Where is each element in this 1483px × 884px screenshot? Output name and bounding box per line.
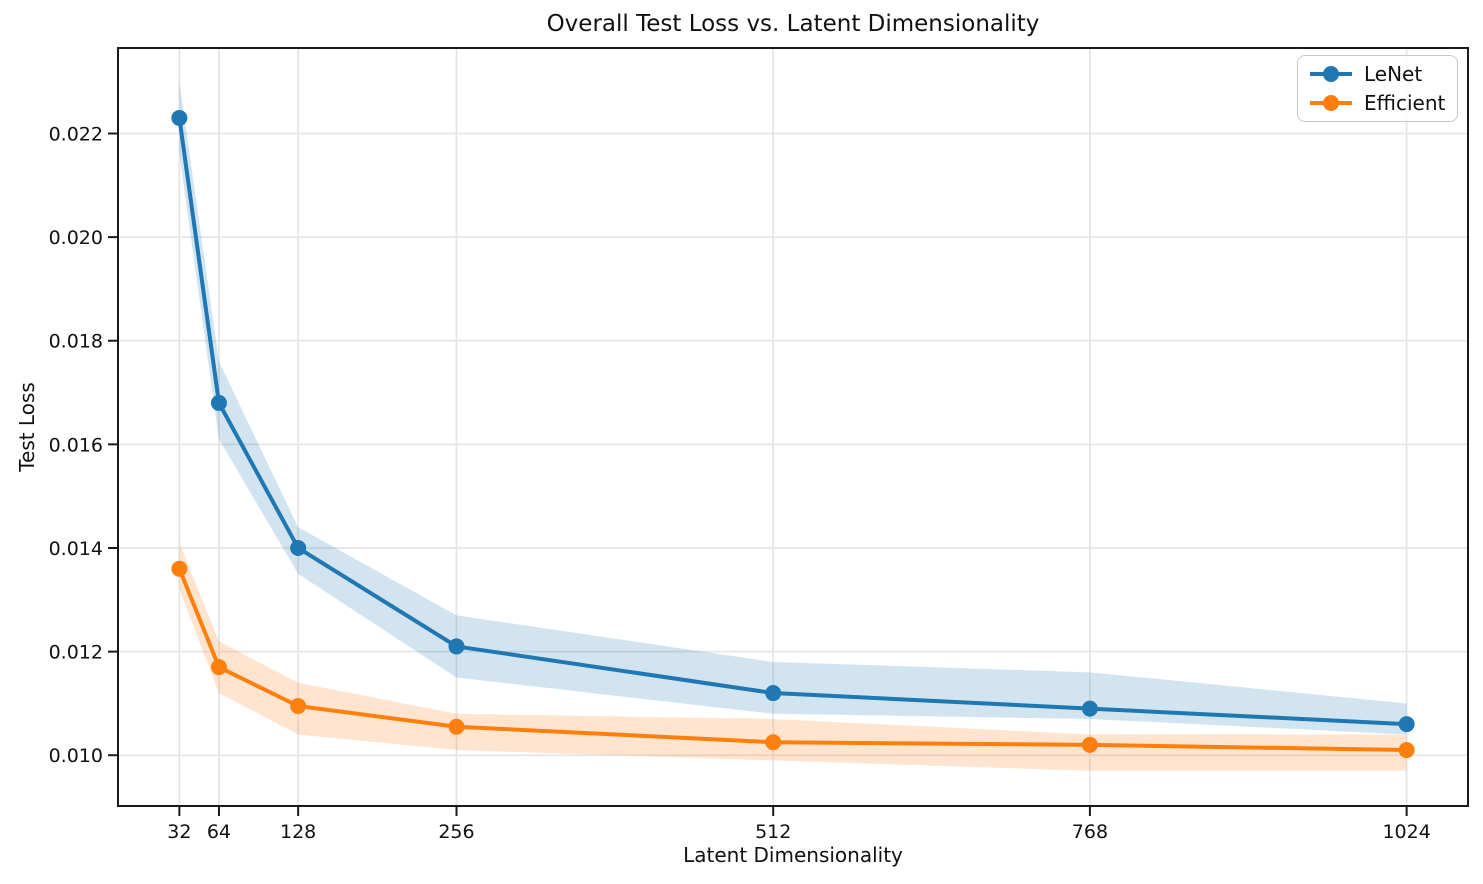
y-tick-label: 0.016	[49, 434, 103, 456]
data-point-efficient	[290, 698, 307, 715]
x-tick-label: 128	[280, 821, 316, 843]
data-point-efficient	[765, 734, 782, 751]
x-tick-label: 512	[755, 821, 791, 843]
data-point-lenet	[171, 109, 188, 126]
y-tick-label: 0.014	[49, 538, 103, 560]
x-tick-label: 32	[167, 821, 191, 843]
data-point-lenet	[290, 539, 307, 556]
data-point-efficient	[210, 659, 227, 676]
data-point-efficient	[1081, 736, 1098, 753]
data-point-efficient	[448, 718, 465, 735]
y-tick-label: 0.020	[49, 227, 103, 249]
x-tick-label: 768	[1072, 821, 1108, 843]
data-point-lenet	[1398, 716, 1415, 733]
legend-item-efficient: Efficient	[1308, 91, 1447, 115]
lenet-line-marker-icon	[1310, 66, 1352, 83]
x-tick-label: 64	[207, 821, 231, 843]
data-point-lenet	[765, 685, 782, 702]
series-line-lenet	[177, 115, 1409, 727]
data-point-lenet	[210, 394, 227, 411]
axes-border	[117, 47, 1469, 807]
legend-label-lenet: LeNet	[1364, 62, 1423, 87]
legend: LeNet Efficient	[1297, 55, 1458, 122]
x-axis-label: Latent Dimensionality	[683, 843, 903, 867]
y-tick-label: 0.012	[49, 642, 103, 664]
y-axis-label: Test Loss	[15, 382, 39, 472]
y-tick-label: 0.022	[49, 123, 103, 145]
legend-label-efficient: Efficient	[1364, 90, 1446, 115]
y-tick-label: 0.018	[49, 331, 103, 353]
data-point-lenet	[448, 638, 465, 655]
data-point-lenet	[1081, 700, 1098, 717]
data-point-efficient	[171, 560, 188, 577]
y-tick-label: 0.010	[49, 745, 103, 767]
x-tick-label: 256	[438, 821, 474, 843]
confidence-band-lenet	[179, 81, 1407, 735]
legend-item-lenet: LeNet	[1308, 62, 1447, 86]
data-point-efficient	[1398, 742, 1415, 759]
chart-title: Overall Test Loss vs. Latent Dimensional…	[546, 11, 1040, 37]
efficient-line-marker-icon	[1310, 94, 1352, 111]
x-tick-label: 1024	[1382, 821, 1430, 843]
